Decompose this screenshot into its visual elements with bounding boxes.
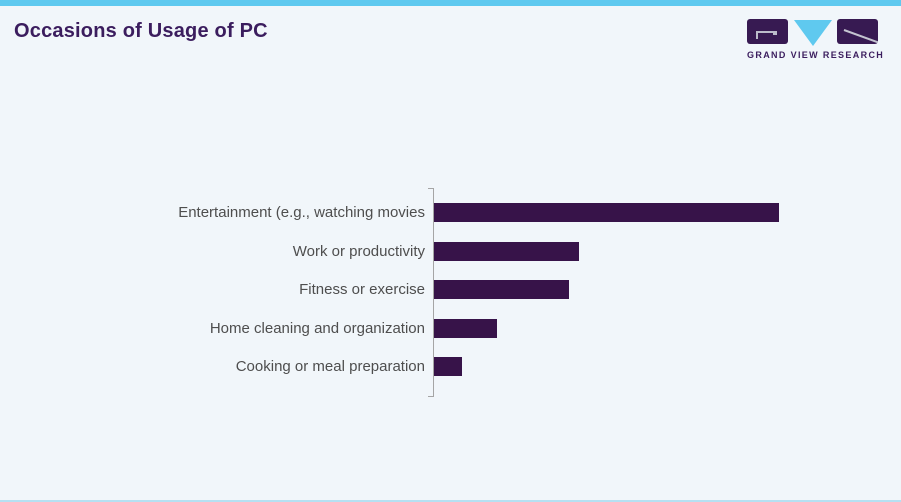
bar [434, 241, 579, 261]
y-axis-line [433, 188, 434, 397]
top-accent-bar [0, 0, 901, 6]
category-label: Cooking or meal preparation [235, 358, 425, 376]
category-label: Work or productivity [292, 242, 425, 260]
logo-g-glyph [756, 31, 775, 33]
chart-row: Work or productivity [0, 241, 901, 261]
category-label: Home cleaning and organization [209, 319, 425, 337]
logo-wordmark: GRAND VIEW RESEARCH [747, 50, 885, 60]
logo-g-glyph-hook [756, 31, 758, 39]
page-title: Occasions of Usage of PC [14, 20, 268, 42]
bottom-accent-bar [0, 500, 901, 502]
logo-r-glyph [843, 29, 879, 44]
bar [434, 203, 779, 222]
bar [434, 280, 569, 300]
logo-g-glyph-dot [773, 31, 777, 35]
category-label: Fitness or exercise [299, 281, 425, 299]
bar [434, 357, 462, 377]
chart-row: Entertainment (e.g., watching movies [0, 203, 901, 222]
bar-chart: Entertainment (e.g., watching movies Work… [0, 188, 901, 397]
bar [434, 318, 497, 338]
chart-row: Cooking or meal preparation [0, 357, 901, 377]
chart-row: Home cleaning and organization [0, 318, 901, 338]
logo-g-icon [747, 19, 788, 44]
chart-row: Fitness or exercise [0, 280, 901, 300]
y-axis-tick-top [428, 188, 434, 189]
logo-shapes [747, 19, 879, 46]
logo-v-triangle-icon [793, 20, 832, 46]
logo-r-icon [837, 19, 879, 44]
category-label: Entertainment (e.g., watching movies [178, 204, 425, 221]
grand-view-research-logo: GRAND VIEW RESEARCH [747, 19, 885, 60]
y-axis-tick-bottom [428, 396, 434, 397]
